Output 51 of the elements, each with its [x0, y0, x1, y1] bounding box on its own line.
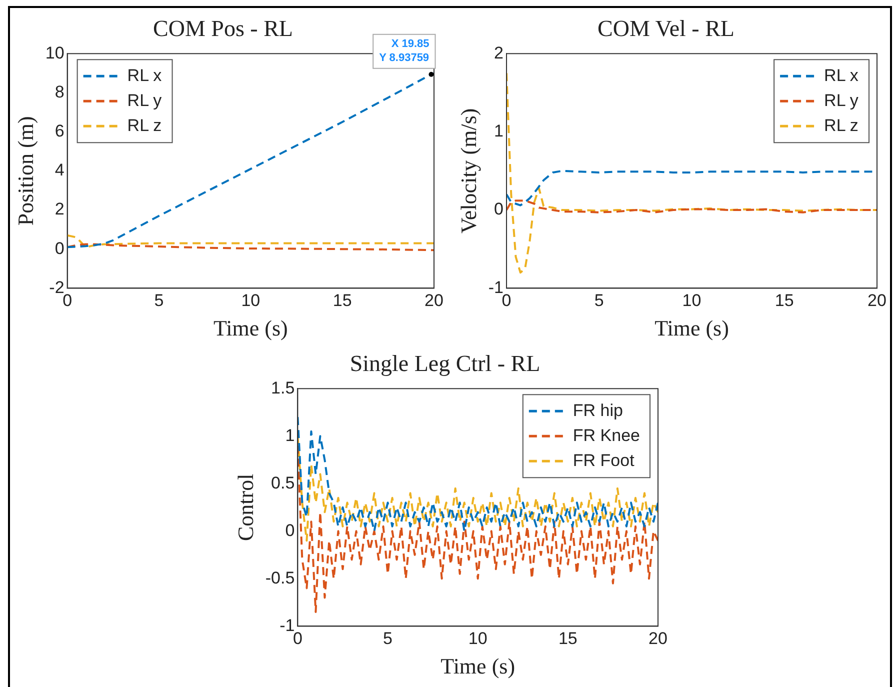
x-tick-label: 20: [868, 291, 886, 310]
y-tick-label: 1: [285, 426, 295, 445]
legend-label: FR hip: [572, 400, 623, 420]
y-tick-label: 10: [45, 43, 64, 62]
legend-label: FR Knee: [572, 426, 640, 445]
chart-title: Single Leg Ctrl - RL: [350, 350, 540, 376]
x-tick-label: 20: [648, 629, 668, 648]
y-tick-label: 4: [54, 160, 64, 180]
x-tick-label: 10: [468, 629, 488, 648]
x-tick-label: 5: [594, 291, 604, 310]
y-tick-label: -1: [280, 616, 295, 635]
legend-label: RL x: [127, 66, 162, 85]
y-tick-label: 8: [54, 82, 64, 102]
annotation: X 19.85 Y 8.93759: [379, 38, 430, 64]
x-axis-title: Time (s): [654, 316, 729, 341]
y-axis-title: Velocity (m/s): [456, 108, 481, 234]
y-tick-label: 0: [54, 238, 64, 258]
line-series: [298, 444, 658, 613]
y-tick-label: 1.5: [271, 378, 295, 398]
x-tick-label: 5: [383, 629, 393, 648]
legend-label: RL y: [127, 90, 162, 110]
x-tick-label: 15: [774, 291, 794, 310]
y-axis-title: Control: [232, 474, 258, 542]
legend-label: RL x: [824, 66, 859, 85]
y-tick-label: 0.5: [271, 473, 295, 492]
x-tick-label: 15: [558, 629, 578, 648]
line-series: [506, 200, 877, 214]
y-tick-label: 2: [494, 43, 504, 62]
x-axis-title: Time (s): [440, 654, 516, 679]
legend-label: RL y: [824, 90, 859, 110]
legend-label: FR Foot: [572, 450, 635, 470]
chart-title: COM Pos - RL: [153, 16, 293, 41]
y-tick-label: 6: [54, 121, 64, 140]
line-series: [67, 234, 434, 248]
x-tick-label: 10: [241, 291, 260, 310]
legend-label: RL z: [824, 116, 858, 135]
y-tick-label: 0: [494, 200, 504, 219]
y-tick-label: -0.5: [265, 568, 295, 588]
legend-label: RL z: [127, 116, 162, 135]
y-tick-label: 2: [54, 200, 64, 219]
x-tick-label: 20: [424, 291, 444, 310]
y-tick-label: -1: [488, 278, 504, 297]
y-tick-label: -2: [49, 278, 64, 297]
y-axis-title: Position (m): [12, 116, 38, 226]
x-tick-label: 15: [332, 291, 352, 310]
x-tick-label: 5: [154, 291, 164, 310]
chart-title: COM Vel - RL: [598, 16, 734, 41]
y-tick-label: 1: [494, 121, 504, 140]
x-tick-label: 10: [682, 291, 702, 310]
y-tick-label: 0: [285, 520, 295, 540]
x-axis-title: Time (s): [213, 316, 288, 341]
